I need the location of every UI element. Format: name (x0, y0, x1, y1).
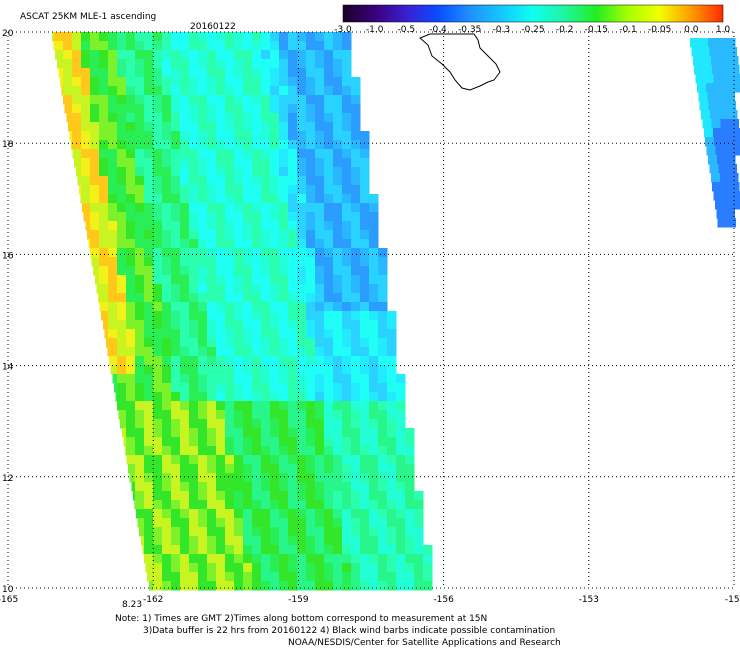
chart-title: ASCAT 25KM MLE-1 ascending (20, 12, 156, 22)
x-tick-label: -156 (433, 595, 454, 605)
colorbar-label: -0.3 (493, 25, 511, 35)
colorbar-label: -0.15 (585, 25, 608, 35)
x-tick-label: -153 (579, 595, 599, 605)
x-tick-label: -162 (143, 595, 163, 605)
chart-date: 20160122 (190, 22, 236, 32)
y-tick-label: 20 (2, 29, 14, 39)
colorbar-label: -0.25 (521, 25, 544, 35)
axis-labels: -165 -162 -159 -156 -153 -15( 10 12 14 16 18 20 (0, 29, 740, 605)
colorbar-label: -0.05 (648, 25, 671, 35)
colorbar-label: -1.0 (366, 25, 384, 35)
time-label: 8.23 (122, 600, 142, 610)
footer-note-line2: 3)Data buffer is 22 hrs from 20160122 4)… (143, 626, 556, 636)
colorbar-label: -0.1 (619, 25, 637, 35)
colorbar: -3.0 -1.0 -0.5 -0.4 -0.35 -0.3 -0.25 -0.2 -0.15 -… (334, 4, 731, 35)
y-tick-label: 16 (2, 251, 14, 261)
colorbar-label: -0.4 (429, 25, 447, 35)
y-tick-label: 18 (2, 140, 14, 150)
colorbar-label: 1.0 (716, 25, 731, 35)
footer-note-line1: Note: 1) Times are GMT 2)Times along bot… (115, 614, 488, 624)
x-tick-label: -15( (725, 595, 740, 605)
lat-lon-grid (7, 31, 735, 589)
scatterometer-swath (52, 32, 433, 591)
x-tick-label: -165 (0, 595, 18, 605)
colorbar-label: -0.2 (556, 25, 574, 35)
y-tick-label: 14 (2, 363, 14, 373)
colorbar-label: -0.5 (398, 25, 416, 35)
colorbar-gradient (342, 4, 724, 23)
colorbar-label: 0.0 (684, 25, 699, 35)
y-tick-label: 10 (2, 585, 14, 595)
colorbar-label: -0.35 (458, 25, 481, 35)
colorbar-label: -3.0 (334, 25, 352, 35)
scatterometer-swath-right (690, 38, 740, 228)
y-tick-label: 12 (2, 474, 13, 484)
footer-note-line3: NOAA/NESDIS/Center for Satellite Applica… (288, 638, 561, 648)
x-tick-label: -159 (288, 595, 309, 605)
island-outline (419, 33, 501, 91)
